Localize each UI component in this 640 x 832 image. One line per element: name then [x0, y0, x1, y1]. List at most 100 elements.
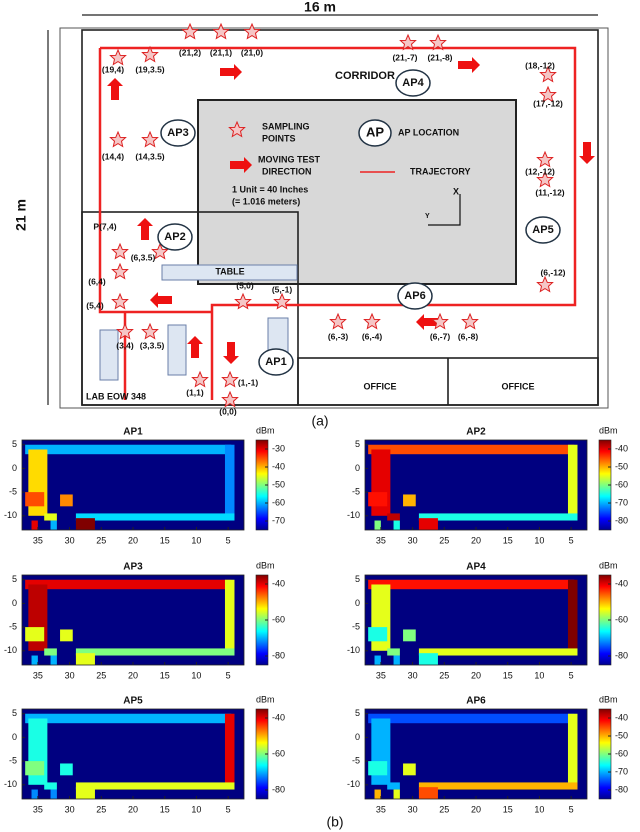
colorbar-label: dBm [256, 694, 275, 704]
x-tick-label: 30 [65, 535, 75, 545]
access-point [525, 216, 561, 244]
outer-wall [59, 27, 609, 409]
y-tick-label: 5 [12, 439, 17, 449]
heatmap-cell [50, 655, 57, 665]
heatmap-cell [75, 518, 95, 530]
sampling-point [111, 243, 129, 259]
legend-text: MOVING TEST [258, 154, 321, 164]
heatmap-cell [224, 444, 235, 519]
x-tick-label: 35 [376, 804, 386, 814]
colorbar-tick-label: -80 [615, 784, 628, 794]
colorbar-tick-label: -40 [615, 712, 628, 722]
colorbar-tick-label: -60 [615, 748, 628, 758]
access-point-label: AP5 [532, 224, 553, 236]
heatmap-cell [75, 653, 95, 665]
heatmap-cell [418, 518, 438, 530]
direction-arrow [416, 314, 438, 330]
heatmap-cell [60, 763, 73, 776]
point-label: (5,4) [86, 300, 104, 310]
sampling-point [109, 131, 127, 147]
heatmap-cell [75, 782, 235, 790]
colorbar-tick-label: -50 [272, 479, 285, 489]
heatmap-cell [368, 579, 575, 590]
legend-text: 1 Unit = 40 Inches [232, 184, 308, 194]
x-tick-label: 25 [96, 670, 106, 680]
direction-arrow [107, 78, 123, 100]
point-label: (14,4) [102, 151, 124, 161]
direction-arrow [187, 336, 203, 358]
colorbar-tick-label: -60 [615, 614, 628, 624]
point-label: (6,-4) [362, 331, 382, 341]
point-label: (21,1) [210, 47, 232, 57]
y-tick-label: -10 [4, 645, 17, 655]
width-label: 16 m [304, 0, 336, 15]
y-tick-label: -10 [4, 510, 17, 520]
point-label: (21,0) [241, 47, 263, 57]
access-point-label: AP6 [404, 290, 425, 302]
point-label: (0,0) [219, 406, 237, 416]
heatmap-cell [418, 782, 578, 790]
y-tick-label: 5 [12, 708, 17, 718]
chart-title: AP4 [466, 562, 486, 573]
point-label: (6,4) [88, 276, 106, 286]
heatmap-cell [60, 494, 73, 507]
access-point-label: AP3 [167, 127, 188, 139]
floor-plan: 16 m 21 m CORRIDOR TABLE OFFICE OFFICE L… [13, 0, 609, 429]
x-tick-label: 10 [534, 804, 544, 814]
heatmap-cell [387, 648, 400, 656]
heatmap-cell [60, 629, 73, 642]
y-tick-label: -10 [4, 779, 17, 789]
legend-text: DIRECTION [262, 166, 312, 176]
heatmap-cell [418, 653, 438, 665]
heatmap-cell [368, 492, 388, 507]
heatmap-cell [25, 444, 232, 455]
legend-text: (= 1.016 meters) [232, 196, 300, 206]
colorbar-tick-label: -40 [272, 712, 285, 722]
point-label: (6,-12) [540, 267, 565, 277]
y-tick-label: -5 [9, 621, 17, 631]
x-tick-label: 15 [503, 535, 513, 545]
colorbar-label: dBm [599, 694, 618, 704]
x-tick-label: 20 [471, 535, 481, 545]
y-tick-label: -10 [347, 779, 360, 789]
point-label: (21,2) [179, 47, 201, 57]
x-tick-label: 20 [128, 804, 138, 814]
x-tick-label: 30 [65, 804, 75, 814]
colorbar-tick-label: -50 [615, 730, 628, 740]
y-tick-label: 0 [12, 732, 17, 742]
colorbar-label: dBm [599, 560, 618, 570]
y-tick-label: 0 [355, 463, 360, 473]
point-label: (14,3.5) [135, 151, 164, 161]
x-tick-label: 5 [226, 535, 231, 545]
colorbar-tick-label: -80 [272, 784, 285, 794]
heatmap-cell [224, 579, 235, 654]
y-tick-label: 0 [12, 598, 17, 608]
x-tick-label: 5 [569, 535, 574, 545]
desk [167, 324, 187, 376]
point-label: (5,0) [236, 280, 254, 290]
point-label: (3,4) [116, 340, 134, 350]
y-tick-label: -10 [347, 645, 360, 655]
heatmap-cell [567, 444, 578, 519]
heatmap-cell [44, 648, 57, 656]
heatmap-cell [25, 579, 232, 590]
colorbar-tick-label: -70 [615, 766, 628, 776]
point-label: (11,-12) [535, 187, 564, 197]
axis-label: Y [425, 213, 430, 220]
sampling-point [109, 49, 127, 65]
heatmap-cell [403, 494, 416, 507]
heatmap-cell [368, 627, 388, 642]
caption: (b) [326, 814, 343, 830]
x-tick-label: 20 [128, 670, 138, 680]
x-tick-label: 15 [160, 670, 170, 680]
sampling-point [536, 276, 554, 292]
trajectory [98, 48, 212, 314]
office-label: OFFICE [502, 381, 535, 391]
heatmap-cell [224, 713, 235, 788]
x-tick-label: 15 [160, 804, 170, 814]
heatmap-cell [374, 655, 381, 665]
point-label: (6,-7) [430, 331, 450, 341]
x-tick-label: 25 [439, 670, 449, 680]
heatmap-cell [25, 761, 45, 776]
